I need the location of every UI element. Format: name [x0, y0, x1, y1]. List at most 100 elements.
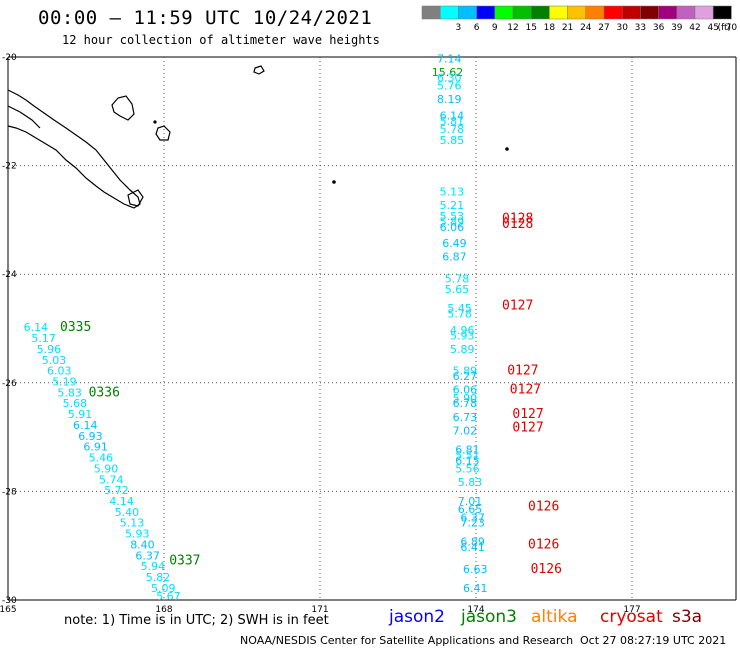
legend-tick-label: 3 — [456, 23, 462, 33]
wave-height-reading: 5.19 — [52, 376, 76, 389]
pass-time-label: 0335 — [60, 320, 91, 335]
legend-tick-label: 6 — [474, 23, 480, 33]
wave-height-reading: 8.19 — [437, 93, 462, 106]
satellite-label-s3a: s3a — [672, 607, 703, 627]
wave-height-reading: 5.56 — [455, 462, 480, 475]
footer-credit: NOAA/NESDIS Center for Satellite Applica… — [240, 634, 574, 647]
wave-height-reading: 7.01 — [458, 495, 483, 508]
wave-height-reading: 6.27 — [453, 370, 478, 383]
wave-height-reading: 5.67 — [156, 590, 181, 603]
wave-height-reading: 6.06 — [440, 221, 465, 234]
wave-height-reading: 5.09 — [151, 582, 176, 595]
legend-tick-label: 30 — [616, 23, 628, 33]
wave-height-reading: 5.76 — [437, 80, 462, 93]
wave-height-reading: 5.91 — [68, 408, 93, 421]
longitude-tick-label: 171 — [311, 605, 328, 615]
wave-height-reading: 6.89 — [460, 536, 485, 549]
wave-height-reading: 6.37 — [460, 511, 485, 524]
wave-height-reading: 5.74 — [99, 473, 124, 486]
wave-height-reading: 5.78 — [447, 308, 472, 321]
page-subtitle: 12 hour collection of altimeter wave hei… — [62, 33, 380, 47]
wave-height-reading: 15.62 — [432, 66, 464, 79]
satellite-label-jason2: jason2 — [389, 607, 445, 627]
wave-height-reading: 6.63 — [463, 563, 488, 576]
wave-height-reading: 6.30 — [437, 71, 462, 84]
wave-height-reading: 5.90 — [453, 392, 478, 405]
wave-height-reading: 6.15 — [455, 454, 480, 467]
legend-tick-label: 42 — [689, 23, 700, 33]
legend-tick-label: 12 — [507, 23, 518, 33]
legend-tick-label: 70 — [726, 23, 738, 33]
wave-height-reading: 5.51 — [455, 449, 480, 462]
wave-height-reading: 5.83 — [57, 386, 82, 399]
longitude-tick-label: 165 — [0, 605, 17, 615]
wave-height-reading: 6.03 — [47, 365, 72, 378]
wave-height-reading: 6.73 — [453, 411, 478, 424]
wave-height-reading: 5.45 — [447, 302, 472, 315]
wave-height-reading: 5.40 — [115, 506, 140, 519]
wave-height-reading: 8.40 — [130, 538, 155, 551]
wave-height-reading: 5.96 — [37, 343, 62, 356]
wave-height-reading: 6.41 — [460, 541, 485, 554]
pass-time-label: 0128 — [502, 217, 533, 232]
pass-time-label: 0336 — [89, 385, 120, 400]
wave-height-reading: 6.14 — [73, 419, 98, 432]
page-title: 00:00 – 11:59 UTC 10/24/2021 — [38, 7, 373, 29]
wave-height-reading: 5.93 — [125, 528, 150, 541]
wave-height-reading: 6.87 — [442, 251, 467, 264]
wave-height-reading: 6.49 — [442, 237, 467, 250]
latitude-tick-label: -22 — [2, 162, 17, 172]
wave-height-reading: 5.21 — [440, 199, 465, 212]
latitude-tick-label: -30 — [2, 596, 17, 606]
wave-height-reading: 6.81 — [455, 443, 480, 456]
legend-tick-label: 18 — [544, 23, 556, 33]
wave-height-reading: 6.14 — [440, 109, 465, 122]
wave-height-reading: 5.94 — [141, 560, 166, 573]
wave-height-reading: 5.53 — [440, 210, 465, 223]
satellite-label-altika: altika — [531, 607, 578, 627]
map-frame — [7, 56, 737, 601]
wave-height-reading: 5.82 — [146, 571, 171, 584]
wave-height-reading: 5.46 — [89, 452, 114, 465]
wave-height-reading: 5.90 — [94, 462, 119, 475]
wave-height-reading: 7.23 — [460, 517, 485, 530]
wave-height-reading: 5.03 — [42, 354, 67, 367]
legend-tick-label: 9 — [492, 23, 498, 33]
axis-labels: 165 168 171 174 177 -20 -22 -24 -26 -28 -30 — [0, 53, 641, 615]
latitude-tick-label: -24 — [2, 270, 17, 280]
wave-height-reading: 5.78 — [445, 272, 470, 285]
footer-notes: note: 1) Time is in UTC; 2) SWH is in fe… — [64, 613, 329, 628]
wave-height-reading: 6.65 — [458, 503, 483, 516]
wave-height-reading: 5.78 — [440, 123, 465, 136]
coastline-new-caledonia — [7, 65, 509, 209]
pass-time-label: 0128 — [502, 212, 533, 227]
wave-height-reading: 5.81 — [440, 115, 465, 128]
legend-tick-label: 45 — [707, 23, 718, 33]
wave-height-reading: 5.85 — [440, 134, 465, 147]
legend-tick-label: 39 — [671, 23, 683, 33]
pass-time-label: 0126 — [531, 562, 562, 577]
latitude-tick-label: -20 — [2, 53, 17, 63]
wave-height-reading: 4.96 — [450, 324, 475, 337]
wave-height-reading: 6.14 — [24, 321, 48, 334]
longitude-tick-label: 177 — [623, 605, 640, 615]
wave-height-reading: 5.17 — [31, 332, 56, 345]
latitude-tick-label: -26 — [2, 379, 17, 389]
satellite-label-cryosat: cryosat — [600, 607, 663, 627]
legend-tick-label: 21 — [562, 23, 573, 33]
pass-time-label: 0127 — [512, 407, 543, 422]
altimeter-readings: 6.145.175.965.036.035.195.835.685.916.14… — [24, 52, 562, 603]
wave-height-reading: 5.13 — [120, 517, 145, 530]
legend-tick-label: 27 — [598, 23, 609, 33]
legend-tick-label: 24 — [580, 23, 592, 33]
pass-time-label: 0126 — [528, 499, 559, 514]
footer-timestamp: Oct 27 08:27:19 UTC 2021 — [580, 634, 727, 647]
wave-height-reading: 6.06 — [453, 384, 478, 397]
wave-height-reading: 5.68 — [63, 397, 88, 410]
wave-height-reading: 6.41 — [463, 582, 488, 595]
wave-height-reading: 5.83 — [458, 476, 483, 489]
wave-height-reading: 5.13 — [440, 185, 465, 198]
wave-height-reading: 6.37 — [135, 549, 160, 562]
gridlines — [8, 57, 736, 600]
